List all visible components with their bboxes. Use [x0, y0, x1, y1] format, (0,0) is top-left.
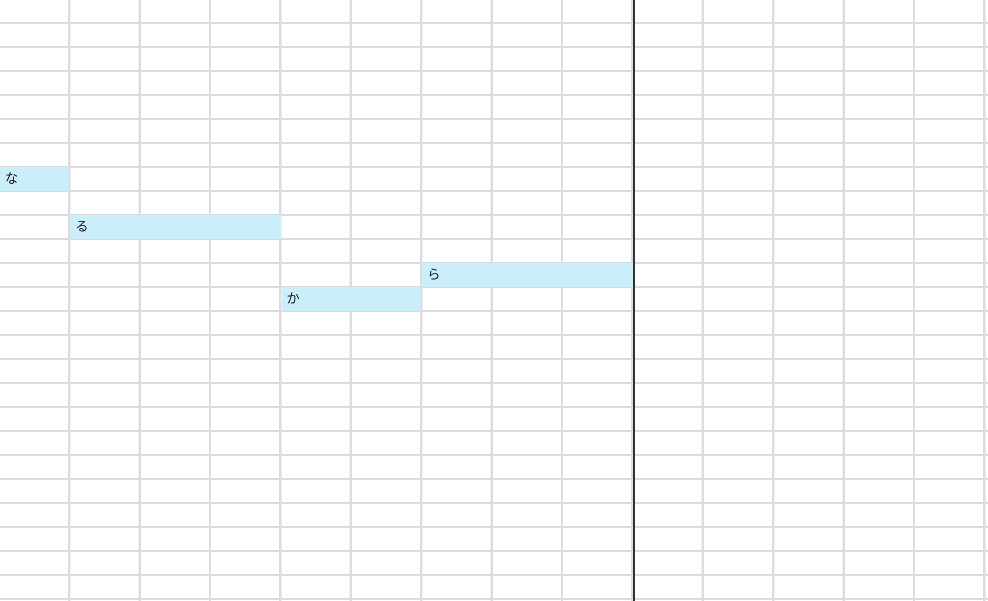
highlighted-cell-ka[interactable]: か: [281, 287, 422, 311]
highlighted-cell-ru[interactable]: る: [70, 215, 281, 239]
column-divider: [632, 0, 635, 601]
highlighted-cell-ra[interactable]: ら: [422, 263, 633, 287]
highlighted-cell-na[interactable]: な: [0, 167, 70, 191]
